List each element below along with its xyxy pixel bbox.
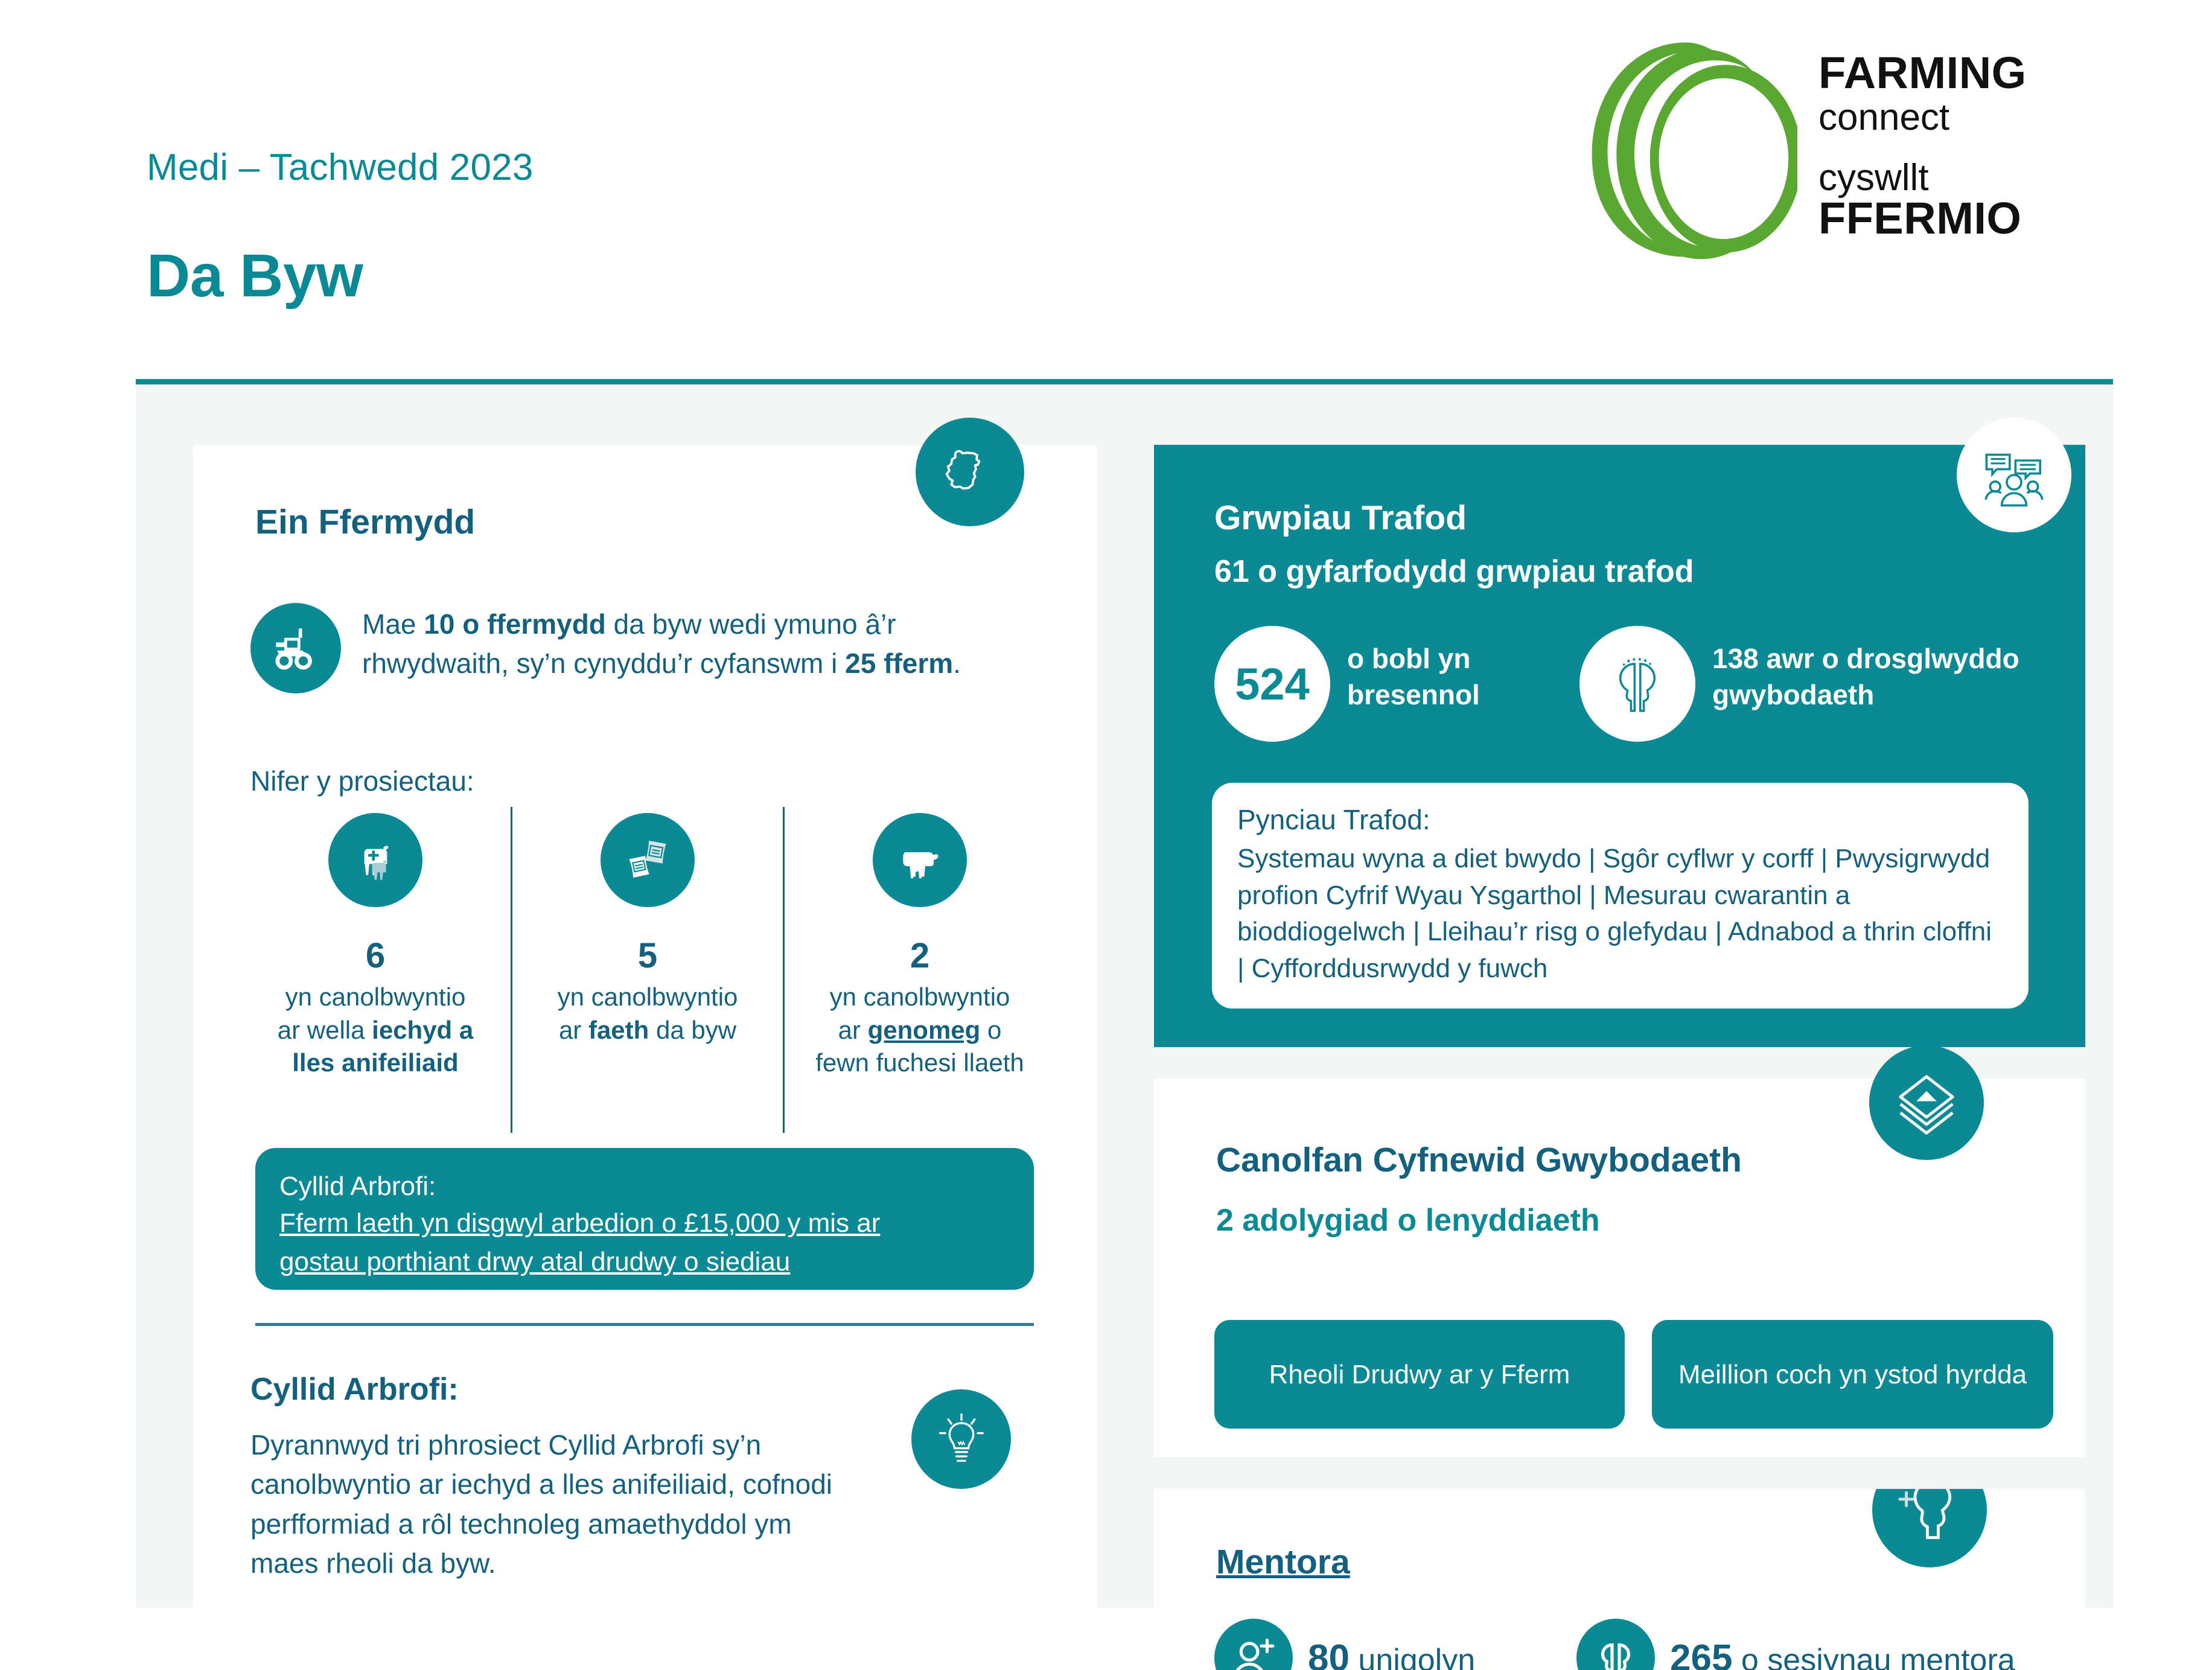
project-number: 5 [637, 936, 658, 975]
caption-line-2-tail: o [980, 1015, 1002, 1044]
pynciau-trafod-box: Pynciau Trafod: Systemau wyna a diet bwy… [1212, 783, 2029, 1009]
projects-row: 6 yn canolbwyntio ar wella iechyd a lles… [240, 807, 1055, 1133]
sessions-number: 265 [1670, 1637, 1733, 1670]
caption-line-3: fewn fuchesi llaeth [815, 1048, 1024, 1077]
project-caption: yn canolbwyntio ar genomeg o fewn fuches… [807, 981, 1033, 1080]
projects-count-label: Nifer y prosiectau: [250, 765, 474, 797]
page-title: Da Byw [147, 242, 363, 310]
project-column-nutrition: 5 yn canolbwyntio ar faeth da byw [511, 807, 783, 1133]
discussion-group-icon [1957, 418, 2071, 532]
farming-connect-logo: FARMING connect cyswllt FFERMIO [1574, 33, 2111, 269]
project-column-health: 6 yn canolbwyntio ar wella iechyd a lles… [240, 807, 511, 1133]
tractor-icon [250, 603, 341, 693]
project-number: 2 [910, 936, 930, 975]
canolfan-subtitle: 2 adolygiad o lenyddiaeth [1216, 1203, 1600, 1238]
pill-meillion-coch[interactable]: Meillion coch yn ystod hyrdda [1652, 1320, 2053, 1429]
caption-line-3-bold: lles anifeiliaid [292, 1048, 459, 1077]
knowledge-transfer-label: 138 awr o drosglwyddo gwybodaeth [1712, 643, 2019, 710]
caption-line-2-plain: ar [838, 1015, 868, 1044]
intro-bold-total: 25 fferm [845, 648, 954, 680]
caption-line-1: yn canolbwyntio [285, 983, 466, 1011]
caption-line-2-plain: ar [558, 1015, 588, 1044]
mentora-stat-individuals: 80 unigolyn [1308, 1637, 1475, 1670]
highlight-title: Cyllid Arbrofi: [279, 1171, 436, 1201]
card-canolfan-cyfnewid-gwybodaeth: Canolfan Cyfnewid Gwybodaeth 2 adolygiad… [1154, 1045, 2085, 1457]
cyllid-arbrofi-highlight-box: Cyllid Arbrofi: Fferm laeth yn disgwyl a… [255, 1148, 1034, 1290]
caption-genomeg-link[interactable]: genomeg [867, 1015, 981, 1044]
section-divider [255, 1323, 1034, 1326]
ein-ffermydd-intro: Mae 10 o ffermydd da byw wedi ymuno â’r … [362, 605, 1044, 684]
person-plus-icon [1214, 1619, 1293, 1670]
knowledge-transfer-heads-icon [1579, 626, 1695, 742]
pynciau-trafod-title: Pynciau Trafod: [1237, 804, 1430, 835]
project-caption: yn canolbwyntio ar wella iechyd a lles a… [269, 981, 482, 1080]
caption-line-1: yn canolbwyntio [557, 983, 738, 1011]
pill-rheoli-drudwy[interactable]: Rheoli Drudwy ar y Fferm [1214, 1320, 1625, 1429]
intro-middle: da byw wedi ymuno â’r rhwydwaith, sy’n c… [362, 608, 896, 680]
layers-icon [1869, 1045, 1984, 1160]
logo-line-cyswllt: cyswllt [1818, 156, 1929, 199]
mentora-title[interactable]: Mentora [1216, 1543, 1350, 1581]
attendees-value: 524 [1235, 658, 1310, 709]
two-heads-icon [1576, 1619, 1655, 1670]
lightbulb-icon [911, 1389, 1011, 1489]
grwpiau-trafod-subtitle: 61 o gyfarfodydd grwpiau trafod [1214, 554, 1694, 589]
feed-bags-icon [601, 813, 695, 907]
pynciau-trafod-items: Systemau wyna a diet bwydo | Sgôr cyflwr… [1237, 843, 1992, 983]
cyllid-arbrofi-section-title: Cyllid Arbrofi: [250, 1372, 459, 1407]
logo-wordmark: FARMING connect cyswllt FFERMIO [1818, 51, 2108, 240]
project-number: 6 [365, 936, 386, 975]
caption-line-2-tail: da byw [649, 1015, 737, 1044]
attendees-label: o bobl yn bresennol [1347, 643, 1480, 710]
project-column-genomics: 2 yn canolbwyntio ar genomeg o fewn fuch… [783, 807, 1055, 1133]
stat-bubble-attendees: 524 [1214, 626, 1330, 742]
intro-bold-farms: 10 o ffermydd [424, 608, 606, 640]
card-ein-ffermydd: Ein Ffermydd Mae 10 o ffermydd da byw we… [193, 418, 1097, 1608]
highlight-line-2[interactable]: gostau porthiant drwy atal drudwy o sied… [279, 1247, 791, 1277]
page-header: Medi – Tachwedd 2023 Da Byw FARMING conn… [0, 0, 2212, 384]
logo-line-connect: connect [1818, 96, 1950, 138]
caption-line-1: yn canolbwyntio [829, 983, 1010, 1011]
caption-line-2-plain: ar wella [277, 1015, 372, 1044]
canolfan-title: Canolfan Cyfnewid Gwybodaeth [1216, 1141, 1742, 1179]
logo-line-ffermio: FFERMIO [1818, 193, 2022, 243]
individuals-label: unigolyn [1349, 1643, 1476, 1670]
intro-prefix: Mae [362, 608, 424, 640]
mentora-stat-sessions: 265 o sesiynau mentora [1670, 1637, 2015, 1670]
ein-ffermydd-title: Ein Ffermydd [255, 503, 476, 541]
sessions-label: o sesiynau mentora [1732, 1643, 2015, 1670]
cyllid-arbrofi-body: Dyrannwyd tri phrosiect Cyllid Arbrofi s… [250, 1429, 833, 1579]
card-grwpiau-trafod: Grwpiau Trafod 61 o gyfarfodydd grwpiau … [1154, 418, 2085, 1047]
cow-calf-health-icon [328, 813, 422, 907]
card-mentora: Mentora 80 unigolyn 265 o sesiynau [1154, 1489, 2085, 1670]
grwpiau-trafod-title: Grwpiau Trafod [1214, 499, 1467, 537]
date-range: Medi – Tachwedd 2023 [147, 147, 534, 188]
project-caption: yn canolbwyntio ar faeth da byw [549, 981, 747, 1047]
swirl-ring-logo-icon [1592, 42, 1797, 260]
wales-map-icon [916, 418, 1024, 526]
caption-line-2-bold: faeth [588, 1015, 649, 1044]
head-plus-icon [1872, 1489, 1987, 1567]
logo-line-farming: FARMING [1818, 48, 2027, 98]
individuals-number: 80 [1308, 1637, 1350, 1670]
highlight-line-1[interactable]: Fferm laeth yn disgwyl arbedion o £15,00… [279, 1208, 881, 1238]
caption-line-2-bold: iechyd a [372, 1015, 474, 1044]
header-divider [136, 379, 2113, 384]
content-panel: Ein Ffermydd Mae 10 o ffermydd da byw we… [136, 384, 2113, 1670]
dairy-cow-icon [873, 813, 967, 907]
intro-suffix: . [953, 648, 961, 680]
